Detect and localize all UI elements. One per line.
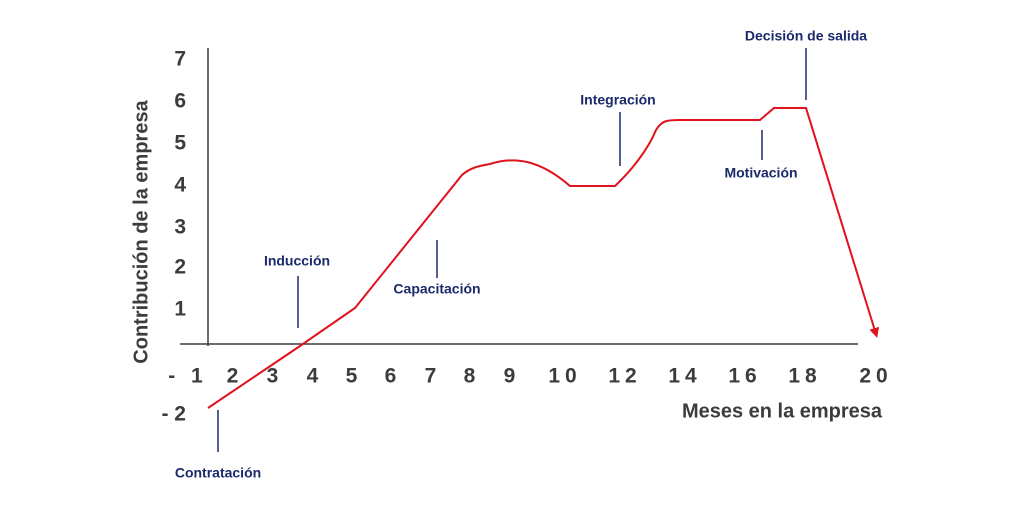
x-tick-label: 6: [385, 365, 402, 388]
x-tick-label: 14: [668, 365, 701, 388]
y-tick-label: 3: [174, 216, 186, 239]
y-tick-label: 4: [174, 174, 186, 197]
y-tick-label: 7: [174, 48, 186, 71]
y-axis-title: Contribución de la empresa: [130, 99, 152, 363]
y-tick-label: 2: [174, 256, 186, 279]
x-tick-label: 3: [267, 365, 284, 388]
x-tick-label: 2: [227, 365, 244, 388]
x-tick-label: 10: [548, 365, 581, 388]
x-tick-label: 4: [307, 365, 324, 388]
x-tick-label: 7: [425, 365, 442, 388]
x-tick-label: 5: [346, 365, 363, 388]
annotation: Integración: [580, 92, 655, 108]
annotation: Motivación: [724, 165, 797, 181]
x-tick-label: 20: [859, 365, 892, 388]
x-tick-label: 8: [464, 365, 481, 388]
annotation: Contratación: [175, 465, 261, 481]
x-axis-title: Meses en la empresa: [682, 400, 883, 422]
annotation: Decisión de salida: [745, 28, 867, 44]
y-tick-label: 1: [174, 298, 186, 321]
y-tick-label: - 2: [161, 403, 186, 426]
x-tick-label: 12: [608, 365, 641, 388]
x-tick-label: 9: [504, 365, 521, 388]
x-tick-label: 16: [728, 365, 761, 388]
x-tick-label: - 1: [168, 365, 208, 388]
y-tick-label: 6: [174, 90, 186, 113]
career-curve: [207, 107, 880, 409]
x-tick-label: 18: [788, 365, 821, 388]
annotation: Inducción: [264, 253, 330, 269]
y-tick-label: 5: [174, 132, 186, 155]
annotation: Capacitación: [393, 281, 480, 297]
